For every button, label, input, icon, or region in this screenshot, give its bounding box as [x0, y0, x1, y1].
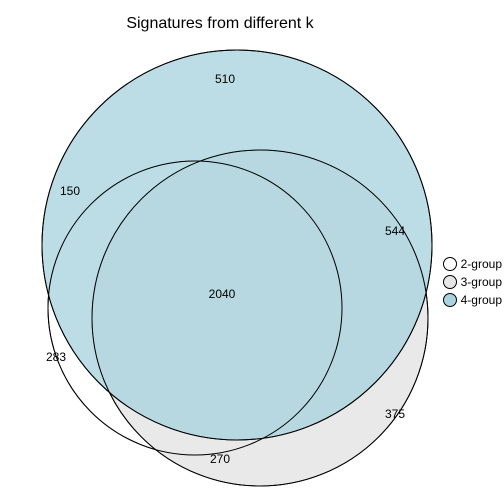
circle-4-group: [42, 50, 432, 440]
legend: 2-group 3-group 4-group: [443, 257, 502, 311]
label-ac: 150: [60, 184, 80, 198]
legend-swatch-icon: [443, 293, 457, 307]
venn-diagram: 283 375 510 270 150 544 2040: [0, 0, 504, 504]
label-b-only: 375: [385, 407, 405, 421]
legend-label: 3-group: [461, 275, 502, 289]
label-abc: 2040: [209, 287, 236, 301]
legend-swatch-icon: [443, 275, 457, 289]
legend-label: 4-group: [461, 293, 502, 307]
label-ab: 270: [210, 452, 230, 466]
legend-label: 2-group: [461, 257, 502, 271]
legend-item-2-group: 2-group: [443, 257, 502, 271]
legend-item-4-group: 4-group: [443, 293, 502, 307]
label-c-only: 510: [215, 72, 235, 86]
label-bc: 544: [385, 224, 405, 238]
legend-swatch-icon: [443, 257, 457, 271]
legend-item-3-group: 3-group: [443, 275, 502, 289]
label-a-only: 283: [46, 350, 66, 364]
